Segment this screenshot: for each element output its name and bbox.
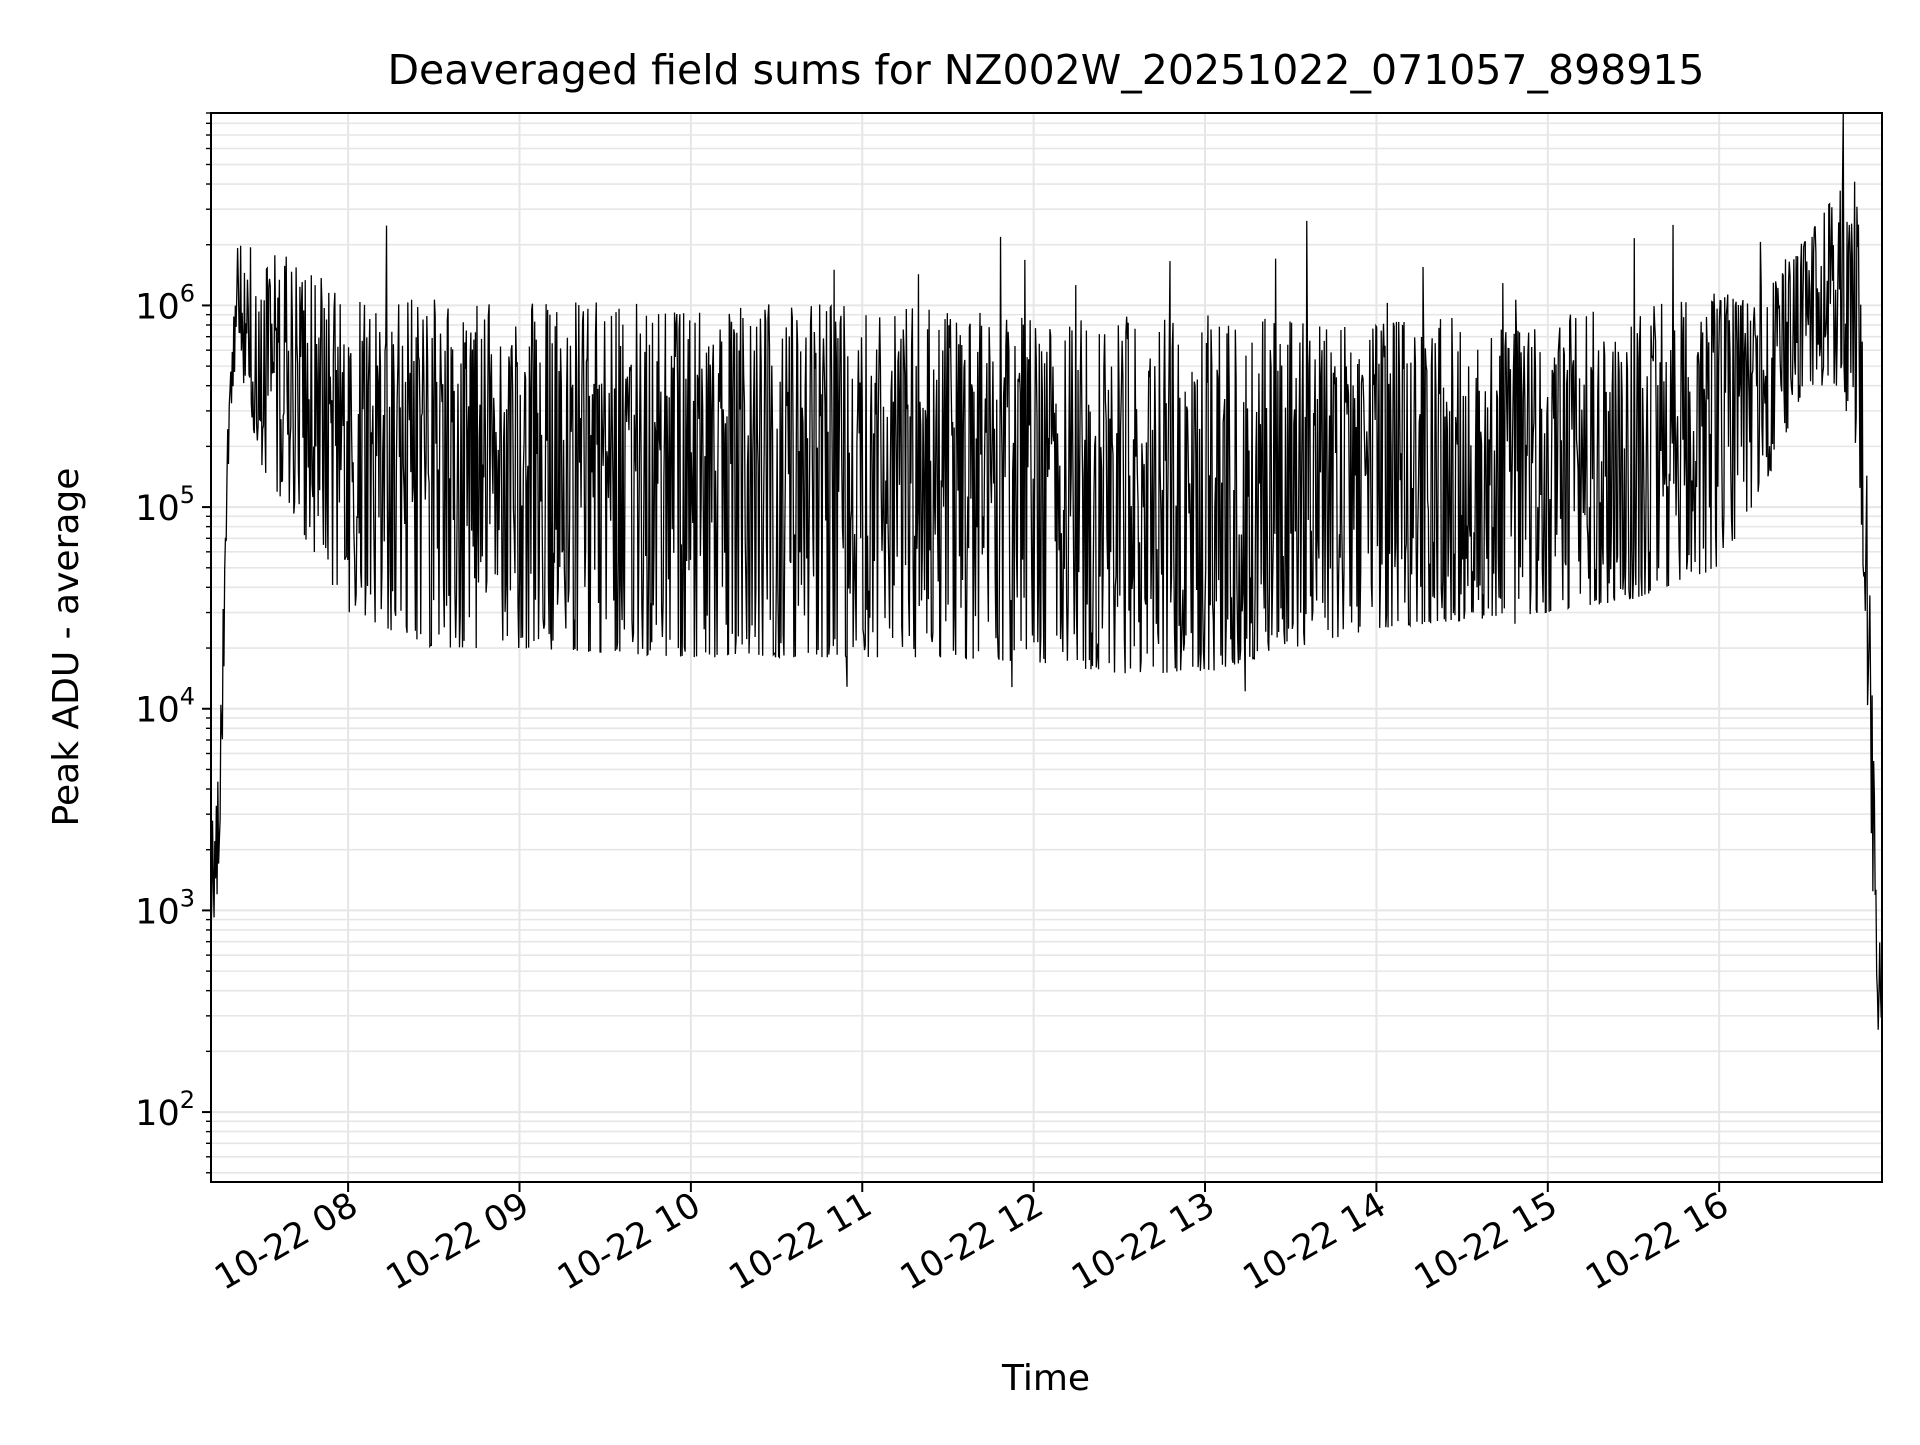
x-axis-label: Time	[1001, 1358, 1090, 1399]
y-axis: 102 103 104 105 106	[135, 112, 211, 1174]
series-line	[210, 112, 1883, 1030]
y-tick-label: 102	[135, 1086, 195, 1134]
y-tick-label: 105	[135, 481, 195, 529]
chart-title: Deaveraged field sums for NZ002W_2025102…	[387, 46, 1704, 94]
series-layer	[210, 112, 1883, 1030]
y-tick-label: 106	[135, 279, 195, 327]
y-axis-label: Peak ADU - average	[46, 468, 87, 827]
y-tick-label: 104	[135, 683, 195, 731]
y-tick-label: 103	[135, 884, 195, 932]
